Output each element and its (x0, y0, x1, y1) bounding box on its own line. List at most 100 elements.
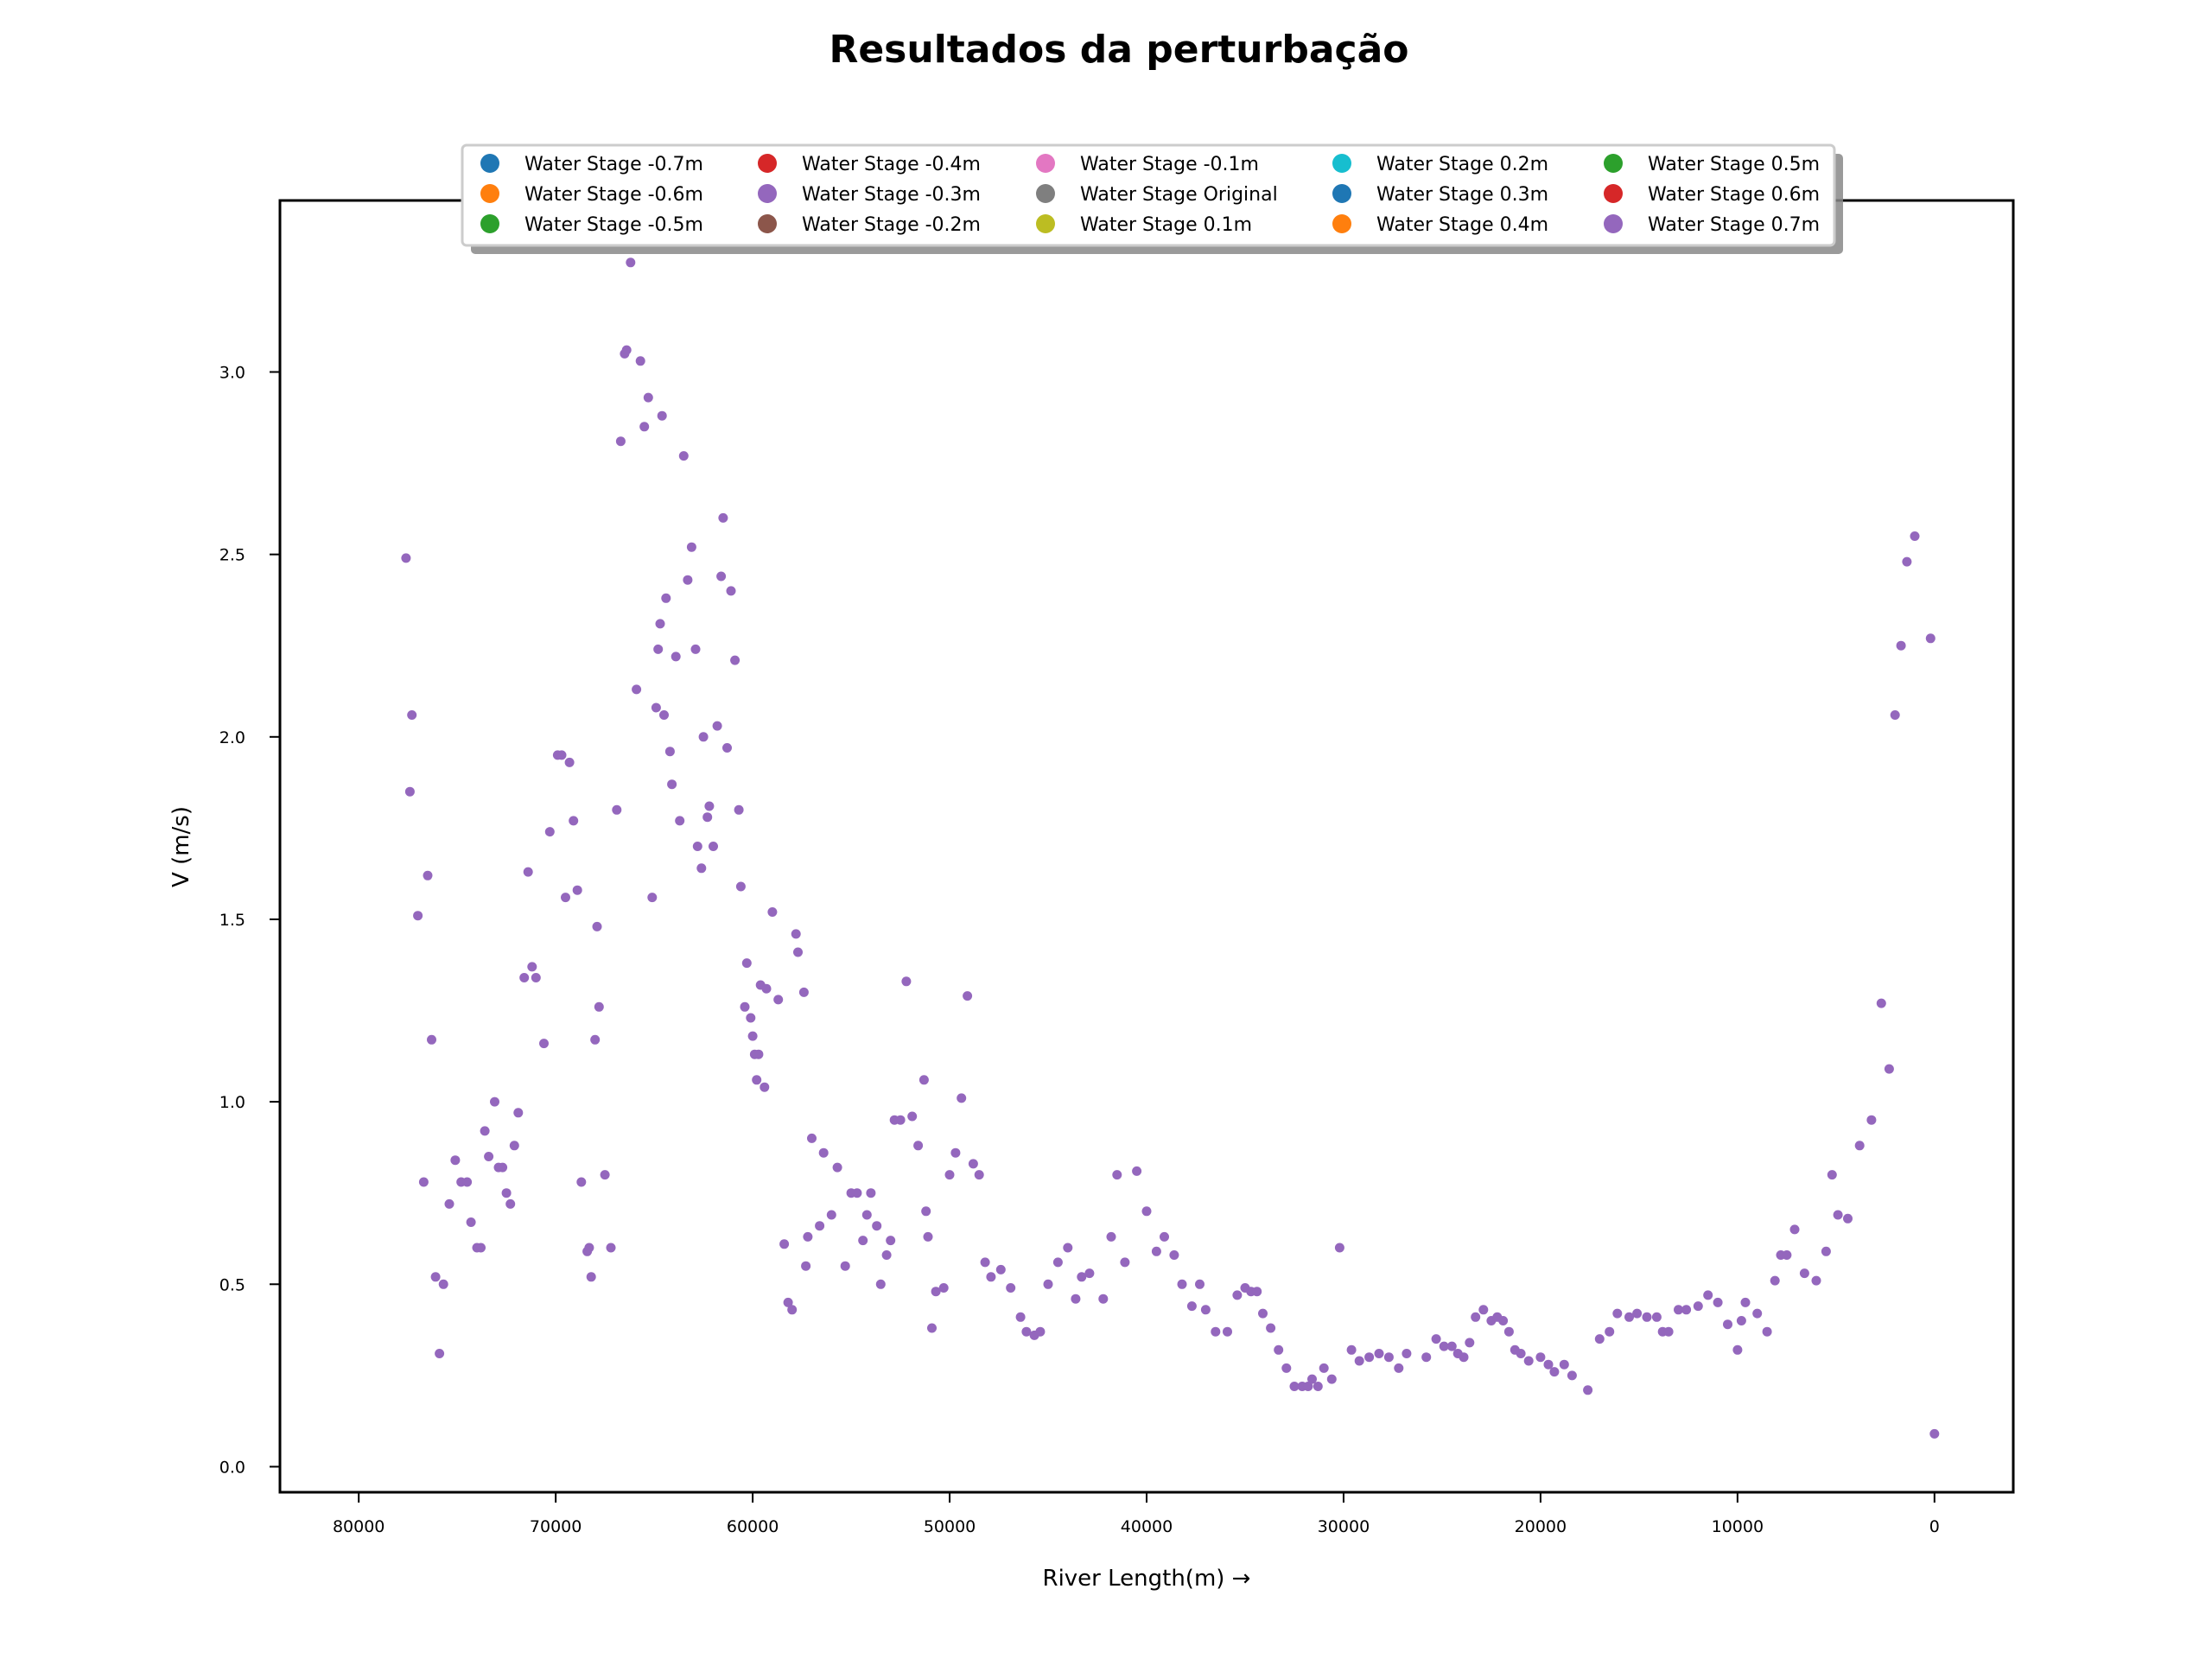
data-point (1503, 1326, 1514, 1337)
data-point (1266, 1323, 1276, 1333)
data-point (1740, 1297, 1751, 1307)
data-point (986, 1272, 996, 1282)
data-point (704, 801, 715, 811)
data-point (1567, 1370, 1577, 1381)
data-point (519, 973, 530, 982)
data-point (584, 1243, 594, 1253)
legend-label: Water Stage -0.5m (524, 214, 703, 236)
data-point (815, 1221, 825, 1231)
data-point (1307, 1374, 1317, 1384)
legend-label: Water Stage 0.1m (1080, 214, 1252, 236)
data-point (840, 1261, 850, 1271)
x-tick-label: 30000 (1318, 1517, 1370, 1536)
data-point (1141, 1206, 1152, 1217)
legend-label: Water Stage -0.7m (524, 154, 703, 175)
data-point (807, 1133, 817, 1143)
data-point (741, 958, 752, 969)
data-point (527, 962, 537, 972)
data-point (683, 575, 693, 585)
data-point (712, 721, 722, 731)
legend-marker (480, 184, 499, 203)
data-point (1177, 1279, 1187, 1289)
data-point (783, 1297, 793, 1307)
data-point (995, 1264, 1006, 1274)
data-point (1583, 1385, 1593, 1395)
data-point (696, 863, 707, 874)
data-point (1258, 1308, 1268, 1319)
data-point (1289, 1382, 1300, 1391)
data-point (895, 1115, 906, 1125)
y-tick-label: 1.0 (219, 1093, 245, 1112)
data-point (413, 911, 423, 921)
data-point (803, 1231, 813, 1242)
data-point (1006, 1283, 1016, 1293)
data-point (600, 1170, 610, 1180)
data-point (1549, 1367, 1560, 1377)
legend-marker (480, 154, 499, 173)
data-point (1854, 1141, 1865, 1151)
data-point (612, 804, 622, 815)
data-point (709, 842, 718, 851)
data-point (1035, 1326, 1046, 1337)
data-point (907, 1111, 918, 1122)
data-point (881, 1250, 892, 1260)
data-point (793, 947, 803, 957)
legend-marker (1036, 184, 1055, 203)
data-point (647, 893, 658, 903)
data-point (1594, 1334, 1605, 1344)
data-point (509, 1141, 519, 1151)
data-point (1736, 1316, 1746, 1325)
data-point (401, 553, 411, 563)
data-point (1789, 1224, 1800, 1235)
legend-label: Water Stage 0.7m (1648, 214, 1820, 236)
data-point (435, 1349, 445, 1358)
legend-label: Water Stage 0.3m (1376, 184, 1548, 206)
data-point (418, 1177, 429, 1187)
data-point (1346, 1344, 1357, 1355)
x-tick-label: 20000 (1515, 1517, 1567, 1536)
legend-marker (1604, 154, 1623, 173)
legend-label: Water Stage -0.6m (524, 184, 703, 206)
data-point (698, 732, 709, 742)
legend-marker (1036, 214, 1055, 233)
legend-label: Water Stage 0.4m (1376, 214, 1548, 236)
data-point (501, 1188, 512, 1198)
data-point (761, 983, 772, 994)
x-tick-label: 60000 (727, 1517, 779, 1536)
legend-marker (758, 184, 777, 203)
data-point (544, 827, 555, 837)
data-point (1478, 1305, 1489, 1315)
data-point (1084, 1268, 1095, 1279)
legend-label: Water Stage -0.4m (802, 154, 981, 175)
data-point (752, 1075, 762, 1085)
data-point (1465, 1338, 1475, 1348)
data-point (1120, 1257, 1130, 1268)
data-point (661, 593, 671, 603)
data-point (1811, 1275, 1821, 1286)
data-point (718, 512, 728, 523)
data-point (773, 995, 784, 1005)
data-point (1890, 710, 1900, 720)
data-point (1274, 1344, 1284, 1355)
data-point (1459, 1352, 1469, 1363)
legend-marker (1036, 154, 1055, 173)
data-point (747, 1031, 758, 1041)
data-point (1160, 1231, 1169, 1242)
data-point (1374, 1349, 1384, 1358)
data-point (444, 1198, 454, 1209)
data-point (931, 1287, 941, 1297)
data-point (1516, 1349, 1526, 1358)
legend-marker (480, 214, 499, 233)
data-point (572, 885, 582, 895)
data-point (963, 991, 973, 1001)
data-point (968, 1159, 978, 1169)
data-point (1559, 1359, 1569, 1370)
data-point (1394, 1363, 1404, 1373)
data-point (1827, 1170, 1837, 1180)
data-point (1876, 998, 1886, 1008)
data-point (490, 1096, 499, 1107)
legend-label: Water Stage 0.6m (1648, 184, 1820, 206)
data-point (735, 881, 746, 892)
data-point (1833, 1210, 1843, 1220)
